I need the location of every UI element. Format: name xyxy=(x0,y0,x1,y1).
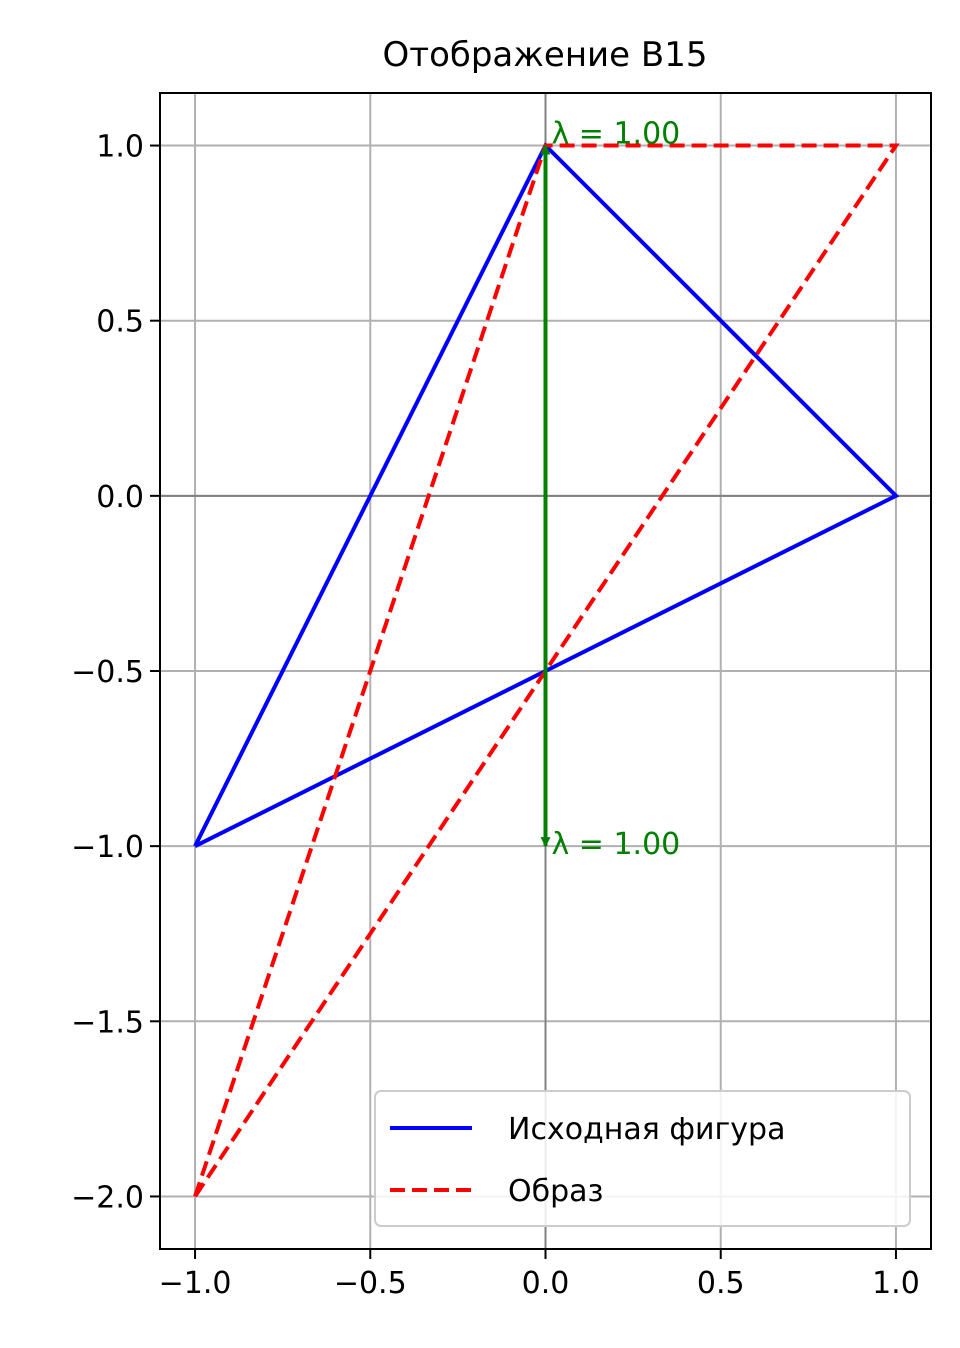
eigenvector-label-1: λ = 1.00 xyxy=(552,827,681,862)
x-tick-label: −0.5 xyxy=(334,1266,407,1301)
tick-layer: −1.0 −0.5 0.0 0.5 1.0 1.0 0.5 0.0 −0.5 −1.0 −1.5 −2… xyxy=(71,130,920,1301)
legend-label-0: Исходная фигура xyxy=(508,1112,785,1147)
y-tick-label: 0.5 xyxy=(96,305,144,340)
y-tick-label: 1.0 xyxy=(96,130,144,165)
y-tick-label: −1.5 xyxy=(71,1005,144,1040)
legend-box xyxy=(374,1090,911,1227)
x-tick-label: −1.0 xyxy=(159,1266,232,1301)
y-tick-label: 0.0 xyxy=(96,480,144,515)
y-tick-label: −1.0 xyxy=(71,830,144,865)
y-tick-label: −0.5 xyxy=(71,655,144,690)
eigenvector-layer: λ = 1.00 λ = 1.00 xyxy=(540,117,681,862)
legend-label-1: Образ xyxy=(508,1174,604,1209)
x-tick-label: 1.0 xyxy=(872,1266,920,1301)
x-tick-label: 0.0 xyxy=(522,1266,570,1301)
y-tick-label: −2.0 xyxy=(71,1180,144,1215)
eigenvector-label-0: λ = 1.00 xyxy=(552,117,681,152)
legend: Исходная фигура Образ xyxy=(374,1090,911,1227)
x-tick-label: 0.5 xyxy=(697,1266,745,1301)
chart-title: Отображение B15 xyxy=(383,35,708,75)
